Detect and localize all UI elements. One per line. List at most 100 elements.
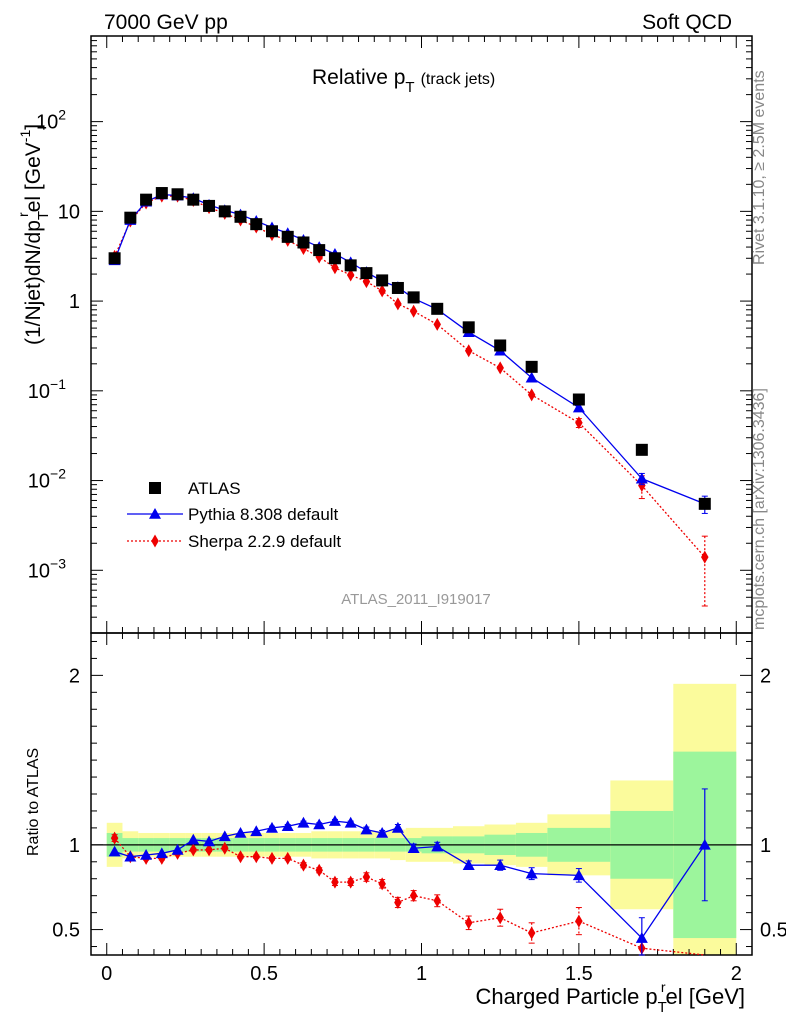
y-tick-label: 10−3 xyxy=(28,555,66,582)
x-tick-label: 0.5 xyxy=(250,963,278,985)
data-point-pythia xyxy=(525,371,538,383)
data-point-pythia xyxy=(462,859,475,870)
data-point-pythia xyxy=(635,472,648,484)
y-tick-label: 2 xyxy=(69,665,80,687)
data-point-sherpa xyxy=(331,261,339,275)
data-point-sherpa xyxy=(252,850,260,864)
data-point-atlas xyxy=(281,230,294,243)
x-tick-label: 1 xyxy=(416,963,427,985)
data-point-atlas xyxy=(407,291,420,304)
data-point-pythia xyxy=(265,821,278,833)
data-point-sherpa xyxy=(346,875,355,889)
data-point-sherpa xyxy=(283,851,292,865)
data-point-atlas xyxy=(698,497,711,510)
data-point-atlas xyxy=(250,218,263,231)
legend-label: Sherpa 2.2.9 default xyxy=(188,532,341,551)
data-point-atlas xyxy=(344,259,357,272)
data-point-sherpa xyxy=(221,841,229,855)
data-point-pythia xyxy=(297,816,310,828)
data-point-atlas xyxy=(203,199,216,212)
data-point-pythia xyxy=(698,838,711,850)
y-tick-label-right: 0.5 xyxy=(760,920,786,942)
data-point-sherpa xyxy=(299,858,308,872)
data-point-atlas xyxy=(297,236,310,249)
data-point-pythia xyxy=(171,843,184,855)
legend-label: Pythia 8.308 default xyxy=(188,505,339,524)
legend: ATLAS Pythia 8.308 default Sherpa 2.2.9 de… xyxy=(127,479,341,551)
main-title: Relative pT (track jets) xyxy=(312,66,495,96)
data-point-pythia xyxy=(218,830,231,842)
y-tick-label-right: 2 xyxy=(760,665,771,687)
data-point-sherpa xyxy=(433,317,441,331)
data-point-sherpa xyxy=(394,895,402,909)
ratio-y-axis-label: Ratio to ATLAS xyxy=(25,748,42,856)
data-point-atlas xyxy=(462,321,475,334)
data-point-pythia xyxy=(572,401,585,413)
data-point-pythia xyxy=(108,845,121,857)
y-tick-label: 1 xyxy=(69,835,80,857)
data-point-atlas xyxy=(525,360,538,373)
data-point-sherpa xyxy=(205,843,213,857)
x-axis-label: Charged Particle pTrel [GeV] xyxy=(475,979,745,1016)
main-y-axis-label: (1/Njet)dN/dpTrel [GeV-1] xyxy=(15,124,52,345)
data-point-sherpa xyxy=(315,863,323,877)
data-point-atlas xyxy=(187,193,200,206)
axis-ticks: 0 0.5 1 1.5 2 10−3 10−2 10−1 1 10 102 0.5 0.5 1 1 2 2 xyxy=(28,35,786,985)
analysis-watermark: ATLAS_2011_I919017 xyxy=(341,591,491,608)
data-point-pythia xyxy=(635,932,648,943)
data-point-pythia xyxy=(140,849,153,860)
x-tick-label: 1.5 xyxy=(565,963,593,985)
data-point-sherpa xyxy=(378,877,386,891)
data-point-atlas xyxy=(572,393,585,406)
x-tick-label: 0 xyxy=(101,963,112,985)
data-point-sherpa xyxy=(527,388,536,402)
data-point-pythia xyxy=(391,821,404,833)
header-energy-label: 7000 GeV pp xyxy=(104,11,228,34)
legend-marker-pythia xyxy=(149,508,161,519)
data-point-sherpa xyxy=(409,304,418,318)
x-tick-label: 2 xyxy=(731,963,742,985)
data-point-sherpa xyxy=(464,344,473,358)
data-point-pythia xyxy=(431,840,444,852)
data-point-sherpa xyxy=(496,911,504,925)
data-point-pythia xyxy=(407,842,420,854)
data-point-sherpa xyxy=(409,889,418,903)
data-point-sherpa xyxy=(433,894,441,908)
uncertainty-bands xyxy=(91,683,752,955)
legend-label: ATLAS xyxy=(188,479,241,498)
data-point-pythia xyxy=(234,826,247,838)
data-point-atlas xyxy=(635,443,648,456)
data-point-sherpa xyxy=(464,916,473,930)
data-point-sherpa xyxy=(236,850,245,864)
data-point-atlas xyxy=(328,252,341,265)
data-point-pythia xyxy=(203,835,216,847)
data-point-sherpa xyxy=(496,361,504,375)
data-point-atlas xyxy=(360,267,373,280)
legend-marker-atlas xyxy=(149,482,161,494)
data-point-pythia xyxy=(155,847,168,859)
data-point-atlas xyxy=(494,339,507,352)
header-process-label: Soft QCD xyxy=(642,11,732,34)
data-point-pythia xyxy=(360,823,373,835)
y-tick-label: 10−1 xyxy=(28,376,66,403)
mcplots-reference-label: mcplots.cern.ch [arXiv:1306.3436] xyxy=(751,388,768,630)
data-point-pythia xyxy=(250,825,263,837)
data-point-atlas xyxy=(155,187,168,200)
rivet-version-label: Rivet 3.1.10, ≥ 2.5M events xyxy=(751,70,768,265)
data-point-sherpa xyxy=(362,870,371,884)
y-tick-label: 0.5 xyxy=(52,920,80,942)
data-point-pythia xyxy=(281,820,294,831)
data-point-pythia xyxy=(525,867,538,879)
data-point-atlas xyxy=(124,211,137,224)
data-point-atlas xyxy=(171,188,184,201)
legend-marker-sherpa xyxy=(151,534,159,548)
y-tick-label-right: 1 xyxy=(760,835,771,857)
data-point-sherpa xyxy=(394,297,402,311)
data-point-sherpa xyxy=(575,914,583,928)
data-point-sherpa xyxy=(527,926,536,940)
y-tick-label: 1 xyxy=(69,291,80,313)
series-line-triangle xyxy=(114,193,706,505)
data-point-atlas xyxy=(234,210,247,223)
y-tick-label: 10 xyxy=(58,201,80,223)
